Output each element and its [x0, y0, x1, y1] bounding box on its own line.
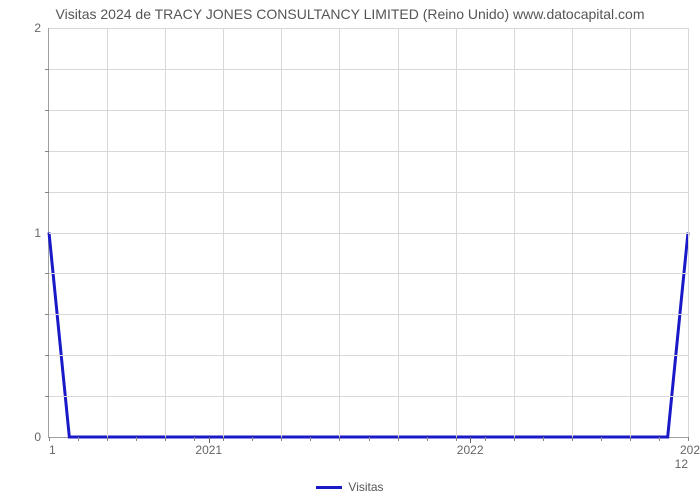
x-gridline: [281, 28, 282, 437]
x-minor-tick: [136, 437, 137, 441]
legend-swatch: [316, 486, 342, 489]
y-tick-label: 2: [34, 21, 41, 35]
legend: Visitas: [0, 476, 700, 495]
chart-title: Visitas 2024 de TRACY JONES CONSULTANCY …: [0, 0, 700, 22]
x-gridline: [107, 28, 108, 437]
plot-region: 01220212022202112: [48, 28, 688, 438]
y-minor-tick: [45, 110, 49, 111]
x-minor-tick: [310, 437, 311, 441]
y-gridline: [49, 233, 688, 234]
x-gridline: [688, 28, 689, 437]
x-minor-tick: [223, 437, 224, 441]
y-minor-gridline: [49, 192, 688, 193]
x-tick-label: 2022: [457, 443, 484, 457]
x-minor-tick: [165, 437, 166, 441]
y-gridline: [49, 28, 688, 29]
y-minor-tick: [45, 69, 49, 70]
x-minor-tick: [427, 437, 428, 441]
x-tick-label-right-edge: 202: [680, 443, 700, 457]
y-minor-gridline: [49, 110, 688, 111]
legend-item-visitas: Visitas: [316, 480, 383, 494]
x-gridline: [223, 28, 224, 437]
x-minor-tick: [49, 437, 50, 441]
x-tick-label: 2021: [195, 443, 222, 457]
x-minor-tick: [339, 437, 340, 441]
x-minor-tick: [485, 437, 486, 441]
y-minor-gridline: [49, 314, 688, 315]
x-minor-tick: [194, 437, 195, 441]
y-minor-gridline: [49, 273, 688, 274]
x-gridline: [456, 28, 457, 437]
x-minor-tick: [688, 437, 689, 441]
y-minor-tick: [45, 192, 49, 193]
legend-label: Visitas: [348, 480, 383, 494]
x-minor-tick: [398, 437, 399, 441]
y-minor-tick: [45, 151, 49, 152]
y-tick-label: 1: [34, 226, 41, 240]
x-minor-tick: [601, 437, 602, 441]
x-minor-tick: [78, 437, 79, 441]
y-minor-gridline: [49, 396, 688, 397]
x-minor-tick: [252, 437, 253, 441]
x-minor-tick: [543, 437, 544, 441]
x-gridline: [630, 28, 631, 437]
y-minor-tick: [45, 355, 49, 356]
x-gridline: [514, 28, 515, 437]
y-minor-gridline: [49, 151, 688, 152]
y-minor-gridline: [49, 355, 688, 356]
x-minor-tick: [369, 437, 370, 441]
x-gridline: [165, 28, 166, 437]
x-minor-tick: [630, 437, 631, 441]
x-minor-tick: [281, 437, 282, 441]
y-minor-tick: [45, 273, 49, 274]
y-minor-gridline: [49, 69, 688, 70]
x-gridline: [398, 28, 399, 437]
x-gridline: [572, 28, 573, 437]
x-minor-tick: [659, 437, 660, 441]
x-axis-right-end-label: 12: [675, 457, 688, 471]
y-minor-tick: [45, 396, 49, 397]
x-minor-tick: [514, 437, 515, 441]
x-minor-tick: [107, 437, 108, 441]
x-gridline: [339, 28, 340, 437]
y-minor-tick: [45, 314, 49, 315]
y-tick-label: 0: [34, 430, 41, 444]
x-minor-tick: [456, 437, 457, 441]
chart-area: 01220212022202112: [48, 28, 688, 438]
x-axis-left-end-label: 1: [49, 443, 56, 457]
series-line-visitas: [49, 233, 688, 438]
x-minor-tick: [572, 437, 573, 441]
